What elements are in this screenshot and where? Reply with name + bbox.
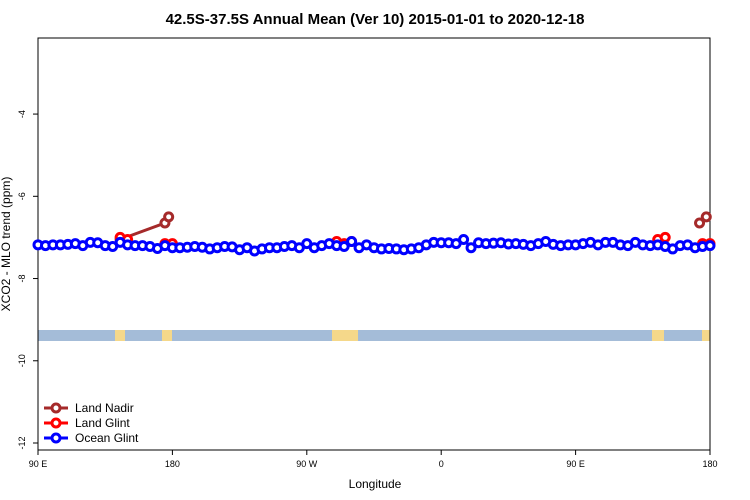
point (346, 236, 358, 248)
point (704, 240, 716, 252)
ocean-strip (38, 330, 710, 341)
chart-title: 42.5S-37.5S Annual Mean (Ver 10) 2015-01… (166, 11, 585, 28)
y-tick-label: -4 (17, 110, 27, 118)
land-patch (332, 330, 358, 341)
point (338, 240, 350, 252)
surface-strip (38, 330, 710, 341)
legend-label: Ocean Glint (75, 431, 139, 445)
legend-label: Land Glint (75, 416, 130, 430)
x-tick-label: 180 (702, 459, 717, 469)
land-patch (162, 330, 172, 341)
x-tick-label: 90 W (296, 459, 318, 469)
y-tick-label: -12 (17, 437, 27, 450)
series (32, 233, 716, 257)
y-tick-label: -10 (17, 354, 27, 367)
point (458, 233, 470, 245)
x-tick-label: 180 (165, 459, 180, 469)
land-patch (115, 330, 125, 341)
legend-marker (50, 417, 62, 429)
legend-marker (50, 432, 62, 444)
legend-marker (50, 402, 62, 414)
x-tick-label: 90 E (29, 459, 48, 469)
land-patch (702, 330, 710, 341)
y-tick-label: -8 (17, 275, 27, 283)
y-tick-label: -6 (17, 192, 27, 200)
y-axis-label: XCO2 - MLO trend (ppm) (0, 177, 13, 312)
point (694, 217, 706, 229)
x-tick-label: 90 E (566, 459, 585, 469)
x-tick-label: 0 (439, 459, 444, 469)
legend-label: Land Nadir (75, 401, 134, 415)
x-axis-label: Longitude (349, 477, 402, 491)
point (700, 211, 712, 223)
land-patch (652, 330, 664, 341)
point (659, 231, 671, 243)
point (163, 211, 175, 223)
point (465, 242, 477, 254)
